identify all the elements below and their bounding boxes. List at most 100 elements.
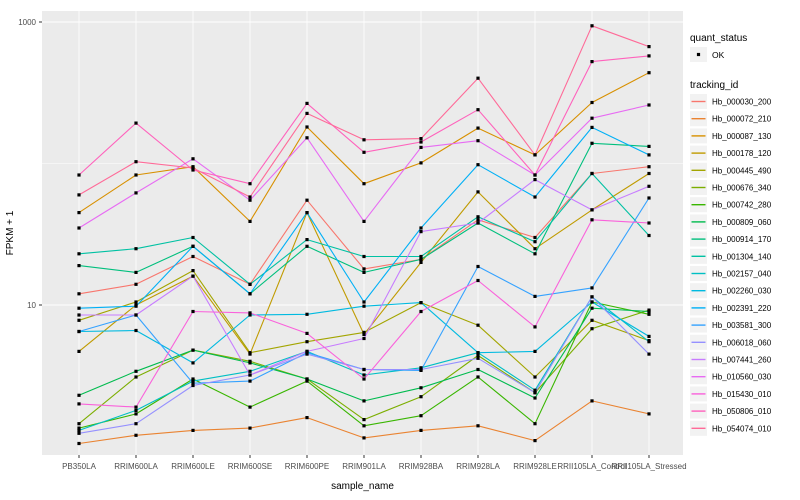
data-point-Hb_000676_340-RRII105LA_Control bbox=[590, 327, 594, 331]
data-point-Hb_054074_010-RRIM901LA bbox=[362, 138, 366, 142]
x-axis-title: sample_name bbox=[331, 481, 394, 492]
data-point-Hb_007441_260-RRIM600SE bbox=[248, 373, 252, 377]
data-point-Hb_000742_280-RRIM600PE bbox=[305, 379, 309, 383]
x-tick-label-RRIM928LA: RRIM928LA bbox=[456, 462, 500, 471]
data-point-Hb_000914_170-RRIM600LA bbox=[134, 270, 138, 274]
data-point-Hb_002391_220-RRIM600LE bbox=[191, 244, 195, 248]
data-point-Hb_001304_140-RRIM600SE bbox=[248, 282, 252, 286]
x-tick-label-RRII105LA_Stressed: RRII105LA_Stressed bbox=[611, 462, 686, 471]
data-point-Hb_000445_490-RRIM928LA bbox=[476, 323, 480, 327]
data-point-Hb_003581_300-PB350LA bbox=[77, 329, 81, 334]
data-point-Hb_000030_200-RRIM928LA bbox=[476, 218, 480, 222]
x-tick-label-RRIM901LA: RRIM901LA bbox=[342, 462, 386, 471]
data-point-Hb_000072_210-RRIM600PE bbox=[305, 416, 309, 420]
legend-key-ok-point bbox=[696, 52, 701, 57]
data-point-Hb_000742_280-RRIM901LA bbox=[362, 424, 366, 428]
data-point-Hb_000030_200-RRIM600LA bbox=[134, 282, 138, 286]
legend-label-ok: OK bbox=[712, 50, 725, 60]
data-point-Hb_001304_140-RRIM928LA bbox=[476, 215, 480, 219]
data-point-Hb_000087_130-RRIM901LA bbox=[362, 182, 366, 186]
data-point-Hb_000030_200-RRIM901LA bbox=[362, 267, 366, 271]
legend-item-label-Hb_007441_260: Hb_007441_260 bbox=[712, 356, 772, 365]
legend-item-label-Hb_050806_010: Hb_050806_010 bbox=[712, 407, 772, 416]
data-point-Hb_010560_030-RRIM600PE bbox=[305, 136, 309, 140]
data-point-Hb_000178_120-PB350LA bbox=[77, 349, 81, 353]
data-point-Hb_050806_010-RRII105LA_Control bbox=[590, 60, 594, 64]
data-point-Hb_007441_260-RRIM600PE bbox=[305, 349, 309, 353]
data-point-Hb_006018_060-PB350LA bbox=[77, 431, 81, 435]
data-point-Hb_010560_030-RRII105LA_Stressed bbox=[647, 103, 651, 107]
data-point-Hb_054074_010-PB350LA bbox=[77, 193, 81, 197]
data-point-Hb_050806_010-RRIM928LA bbox=[476, 108, 480, 112]
data-point-Hb_000809_060-RRIM901LA bbox=[362, 399, 366, 403]
legend-item-label-Hb_015430_010: Hb_015430_010 bbox=[712, 390, 772, 399]
data-point-Hb_000914_170-RRIM901LA bbox=[362, 270, 366, 274]
data-point-Hb_000445_490-RRIM600SE bbox=[248, 351, 252, 355]
data-point-Hb_006018_060-RRIM600PE bbox=[305, 352, 309, 356]
legend-item-label-Hb_000914_170: Hb_000914_170 bbox=[712, 235, 772, 244]
data-point-Hb_050806_010-RRIM928BA bbox=[419, 140, 423, 144]
legend-item-label-Hb_010560_030: Hb_010560_030 bbox=[712, 373, 772, 382]
data-point-Hb_006018_060-RRIM928BA bbox=[419, 367, 423, 372]
data-point-Hb_002157_040-RRIM928BA bbox=[419, 366, 423, 370]
data-point-Hb_002391_220-RRIM600LA bbox=[134, 304, 138, 308]
data-point-Hb_015430_010-RRIM928LA bbox=[476, 278, 480, 283]
data-point-Hb_002260_030-RRIM600LE bbox=[191, 361, 195, 365]
data-point-Hb_002391_220-RRII105LA_Stressed bbox=[647, 153, 651, 157]
data-point-Hb_002157_040-RRIM600LE bbox=[191, 379, 195, 383]
data-point-Hb_002391_220-RRIM600PE bbox=[305, 211, 309, 215]
data-point-Hb_015430_010-RRIM600SE bbox=[248, 311, 252, 315]
data-point-Hb_000072_210-RRII105LA_Control bbox=[590, 399, 594, 403]
data-point-Hb_001304_140-RRII105LA_Control bbox=[590, 171, 594, 176]
data-point-Hb_015430_010-RRIM901LA bbox=[362, 377, 366, 381]
data-point-Hb_000087_130-RRII105LA_Control bbox=[590, 100, 594, 105]
data-point-Hb_000072_210-RRIM928LA bbox=[476, 424, 480, 428]
data-point-Hb_000914_170-RRII105LA_Control bbox=[590, 141, 594, 145]
data-point-Hb_002157_040-RRIM901LA bbox=[362, 373, 366, 377]
data-point-Hb_000087_130-PB350LA bbox=[77, 211, 81, 215]
data-point-Hb_000809_060-RRIM928BA bbox=[419, 386, 423, 390]
data-point-Hb_002157_040-PB350LA bbox=[77, 428, 81, 432]
x-tick-label-RRIM600SE: RRIM600SE bbox=[228, 462, 272, 471]
data-point-Hb_002260_030-RRII105LA_Control bbox=[590, 300, 594, 304]
data-point-Hb_002260_030-RRIM928BA bbox=[419, 301, 423, 305]
data-point-Hb_002157_040-RRIM928LE bbox=[533, 388, 537, 392]
legend-item-label-Hb_000742_280: Hb_000742_280 bbox=[712, 201, 772, 210]
data-point-Hb_000914_170-PB350LA bbox=[77, 264, 81, 268]
data-point-Hb_000178_120-RRII105LA_Stressed bbox=[647, 171, 651, 176]
data-point-Hb_000914_170-RRIM928LE bbox=[533, 252, 537, 256]
data-point-Hb_000445_490-RRIM600LE bbox=[191, 269, 195, 273]
legend-item-label-Hb_054074_010: Hb_054074_010 bbox=[712, 424, 772, 433]
data-point-Hb_003581_300-RRII105LA_Stressed bbox=[647, 196, 651, 200]
data-point-Hb_002260_030-RRIM928LE bbox=[533, 349, 537, 353]
data-point-Hb_003581_300-RRIM928LA bbox=[476, 264, 480, 269]
data-point-Hb_002157_040-RRIM600LA bbox=[134, 408, 138, 412]
data-point-Hb_003581_300-RRIM600SE bbox=[248, 379, 252, 383]
data-point-Hb_000445_490-RRIM928LE bbox=[533, 375, 537, 379]
data-point-Hb_000030_200-RRII105LA_Stressed bbox=[647, 165, 651, 169]
data-point-Hb_015430_010-RRIM600PE bbox=[305, 331, 309, 335]
legend-title-quant-status: quant_status bbox=[690, 33, 747, 44]
data-point-Hb_001304_140-RRIM600PE bbox=[305, 238, 309, 242]
data-point-Hb_000809_060-RRII105LA_Stressed bbox=[647, 309, 651, 314]
y-tick-label-10: 10 bbox=[27, 301, 36, 310]
data-point-Hb_000809_060-PB350LA bbox=[77, 393, 81, 397]
data-point-Hb_006018_060-RRIM928LA bbox=[476, 356, 480, 360]
data-point-Hb_054074_010-RRIM600LA bbox=[134, 160, 138, 164]
data-point-Hb_000676_340-RRIM928LA bbox=[476, 353, 480, 358]
data-point-Hb_002391_220-RRIM901LA bbox=[362, 300, 366, 304]
data-point-Hb_007441_260-RRIM928BA bbox=[419, 230, 423, 234]
data-point-Hb_000676_340-RRIM600LA bbox=[134, 375, 138, 379]
data-point-Hb_002391_220-RRIM928LE bbox=[533, 195, 537, 199]
data-point-Hb_054074_010-RRIM600LE bbox=[191, 166, 195, 170]
data-point-Hb_002157_040-RRII105LA_Stressed bbox=[647, 340, 651, 344]
data-point-Hb_006018_060-RRIM600LA bbox=[134, 422, 138, 426]
data-point-Hb_002391_220-RRIM928LA bbox=[476, 163, 480, 167]
data-point-Hb_006018_060-RRII105LA_Stressed bbox=[647, 352, 651, 356]
data-point-Hb_002391_220-RRII105LA_Control bbox=[590, 125, 594, 129]
data-point-Hb_006018_060-RRIM600LE bbox=[191, 383, 195, 388]
data-point-Hb_000445_490-PB350LA bbox=[77, 318, 81, 322]
data-point-Hb_010560_030-RRIM600SE bbox=[248, 198, 252, 202]
data-point-Hb_000742_280-RRIM600LE bbox=[191, 377, 195, 381]
